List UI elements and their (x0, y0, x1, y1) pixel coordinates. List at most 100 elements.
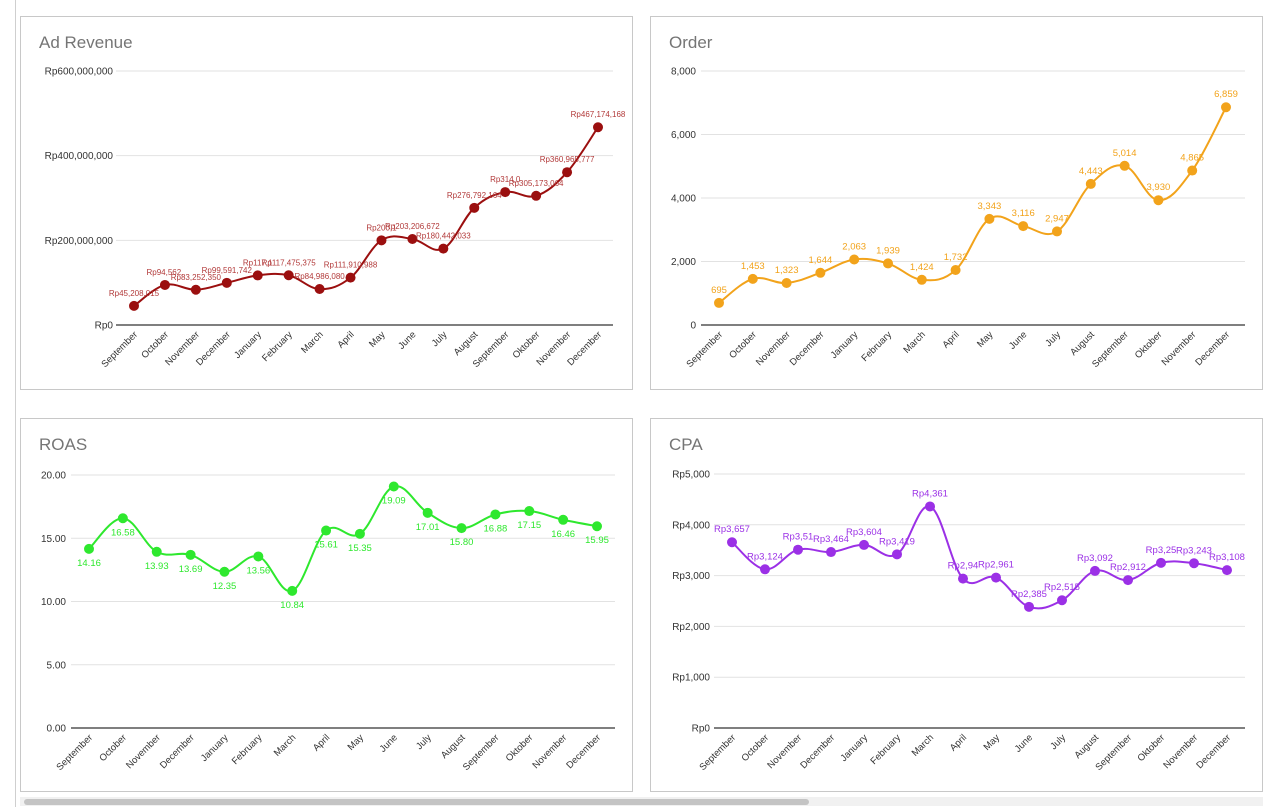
order-data-label: 1,939 (876, 245, 900, 256)
cpa-data-label: Rp2,385 (1011, 589, 1047, 600)
revenue-data-label: Rp117,475,375 (262, 258, 317, 267)
roas-data-label: 13.93 (145, 561, 169, 572)
roas-data-point (490, 509, 501, 520)
cpa-x-tick-label: April (948, 732, 969, 753)
order-x-tick-label: June (1007, 329, 1029, 351)
revenue-data-label: Rp45,208,015 (109, 289, 160, 298)
order-data-label: 2,063 (842, 241, 866, 252)
order-data-point (815, 267, 826, 278)
revenue-data-label: Rp467,174,168 (571, 110, 626, 119)
roas-x-tick-label: December (158, 732, 197, 771)
order-y-tick-label: 4,000 (671, 194, 696, 205)
scrollbar-thumb[interactable] (24, 799, 809, 805)
cpa-data-label: Rp3,657 (714, 524, 750, 535)
revenue-data-label: Rp200,1 (366, 223, 397, 232)
cpa-y-tick-label: Rp4,000 (672, 520, 710, 531)
left-border-line (15, 0, 16, 807)
revenue-y-tick-label: Rp600,000,000 (45, 67, 114, 78)
cpa-data-label: Rp2,961 (978, 560, 1014, 571)
roas-y-tick-label: 10.00 (41, 597, 66, 608)
order-data-point (1187, 165, 1198, 176)
order-x-tick-label: September (1090, 329, 1131, 370)
revenue-data-label: Rp84,986,080 (294, 272, 345, 281)
cpa-data-point (1123, 575, 1133, 586)
order-data-label: 2,947 (1045, 213, 1069, 224)
order-x-tick-label: October (727, 329, 759, 361)
cpa-data-point (958, 573, 968, 584)
order-data-label: 3,116 (1012, 208, 1035, 219)
roas-x-tick-label: February (230, 732, 265, 767)
revenue-data-point (129, 300, 139, 311)
roas-x-tick-label: November (124, 732, 163, 771)
cpa-x-tick-label: February (868, 732, 903, 767)
roas-data-point (219, 566, 230, 577)
order-x-tick-label: Oktober (1133, 329, 1165, 361)
revenue-x-tick-label: August (452, 329, 481, 358)
order-data-point (747, 273, 758, 284)
cpa-y-tick-label: Rp1,000 (672, 673, 710, 684)
cpa-data-point (859, 539, 869, 550)
roas-data-label: 16.46 (551, 529, 575, 540)
cpa-data-point (727, 537, 737, 548)
revenue-data-label: Rp99,591,742 (202, 266, 253, 275)
revenue-y-tick-label: Rp400,000,000 (45, 151, 114, 162)
cpa-data-label: Rp3,419 (879, 536, 915, 547)
order-x-tick-label: March (901, 329, 927, 355)
ad-revenue-chart-title: Ad Revenue (39, 33, 133, 52)
cpa-x-tick-label: August (1072, 732, 1101, 761)
cpa-chart: Rp0 Rp1,000 Rp2,000 Rp3,000 Rp4,000 Rp5,000 Se… (672, 470, 1245, 773)
roas-y-tick-label: 20.00 (41, 471, 66, 482)
roas-data-point (422, 507, 433, 518)
roas-x-tick-label: March (272, 732, 298, 758)
roas-data-label: 13.56 (246, 565, 270, 576)
revenue-data-point (190, 284, 201, 295)
cpa-data-point (793, 544, 803, 555)
revenue-series-line (133, 126, 599, 307)
roas-x-tick-label: October (97, 732, 129, 764)
order-data-label: 3,343 (978, 201, 1002, 212)
revenue-x-tick-label: April (335, 329, 356, 350)
roas-x-tick-label: December (564, 732, 603, 771)
roas-data-label: 14.16 (77, 558, 101, 569)
order-x-tick-label: July (1043, 329, 1063, 349)
cpa-data-point (1156, 557, 1166, 568)
order-data-point (1221, 102, 1231, 113)
cpa-data-label: Rp3,51 (783, 532, 814, 543)
ad-revenue-chart: Rp0 Rp200,000,000 Rp400,000,000 Rp600,000,0… (45, 67, 626, 370)
cpa-data-label: Rp2,94 (948, 561, 979, 572)
cpa-x-tick-label: November (765, 732, 804, 771)
cpa-data-label: Rp2,912 (1110, 562, 1146, 573)
order-chart-title: Order (669, 33, 713, 52)
cpa-data-point (892, 549, 902, 560)
roas-x-tick-label: July (414, 732, 434, 752)
cpa-y-tick-label: Rp3,000 (672, 571, 710, 582)
cpa-data-point (826, 547, 836, 558)
order-y-tick-label: 2,000 (671, 257, 696, 268)
roas-data-label: 17.15 (517, 520, 541, 531)
roas-data-point (321, 525, 332, 536)
revenue-data-point (345, 272, 356, 283)
order-data-point (916, 274, 927, 285)
cpa-data-point (1057, 595, 1067, 606)
order-data-point (1018, 221, 1029, 232)
roas-data-point (253, 551, 264, 562)
revenue-x-tick-label: September (99, 329, 140, 370)
roas-x-tick-label: April (311, 732, 332, 753)
roas-data-point (354, 528, 365, 539)
order-data-label: 1,453 (741, 261, 765, 272)
roas-x-tick-label: September (461, 732, 502, 773)
revenue-y-tick-label: Rp0 (95, 321, 114, 332)
cpa-data-label: Rp3,604 (846, 527, 882, 538)
revenue-data-point (562, 167, 573, 178)
cpa-data-point (760, 564, 770, 575)
cpa-data-label: Rp2,515 (1044, 582, 1080, 593)
revenue-y-tick-label: Rp200,000,000 (45, 236, 114, 247)
roas-data-point (287, 585, 298, 596)
roas-x-tick-label: September (54, 732, 95, 773)
horizontal-scrollbar[interactable] (20, 797, 1263, 806)
revenue-x-tick-label: March (299, 329, 325, 355)
order-y-tick-label: 6,000 (671, 130, 696, 141)
cpa-x-tick-label: September (1093, 732, 1134, 773)
cpa-y-tick-label: Rp2,000 (672, 622, 710, 633)
